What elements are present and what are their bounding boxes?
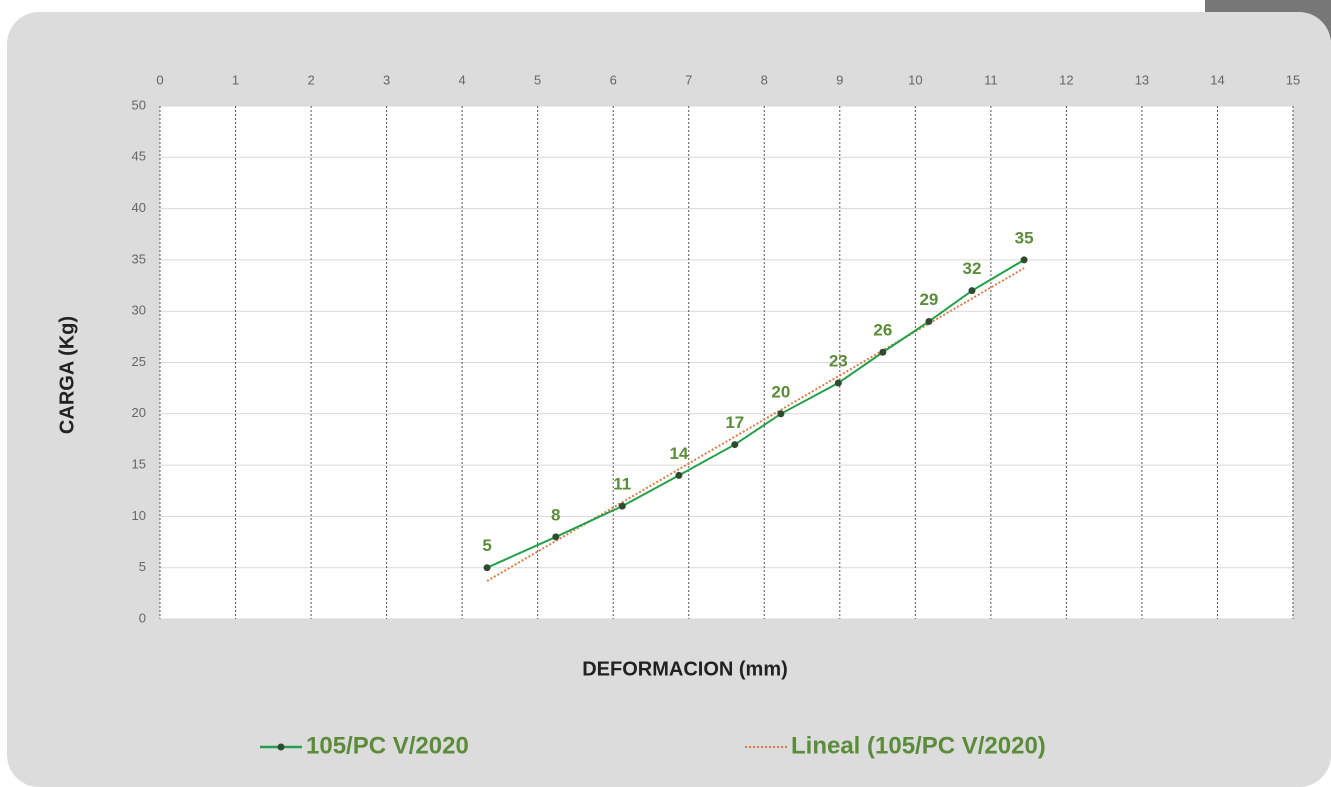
trend-line bbox=[486, 267, 1025, 582]
x-tick-label: 13 bbox=[1135, 72, 1149, 87]
y-tick-label: 30 bbox=[132, 303, 146, 318]
x-tick-label: 6 bbox=[610, 72, 617, 87]
data-point bbox=[925, 317, 933, 325]
data-label: 26 bbox=[873, 321, 892, 340]
legend-label: 105/PC V/2020 bbox=[306, 732, 469, 759]
x-axis-label: DEFORMACION (mm) bbox=[582, 658, 788, 680]
data-label: 20 bbox=[771, 382, 790, 401]
data-label: 29 bbox=[919, 290, 938, 309]
data-label: 23 bbox=[829, 352, 848, 371]
y-tick-label: 35 bbox=[132, 251, 146, 266]
data-label: 32 bbox=[963, 259, 982, 278]
x-tick-label: 15 bbox=[1286, 72, 1300, 87]
data-point bbox=[483, 564, 491, 572]
y-tick-label: 5 bbox=[139, 559, 146, 574]
data-point bbox=[777, 410, 785, 418]
data-point bbox=[834, 379, 842, 387]
legend-marker bbox=[277, 743, 285, 751]
y-tick-label: 45 bbox=[132, 149, 146, 164]
data-point bbox=[618, 502, 626, 510]
data-point bbox=[552, 533, 560, 541]
y-tick-label: 10 bbox=[132, 508, 146, 523]
y-tick-label: 40 bbox=[132, 200, 146, 215]
x-tick-label: 1 bbox=[232, 72, 239, 87]
y-tick-label: 25 bbox=[132, 354, 146, 369]
data-label: 35 bbox=[1015, 228, 1034, 247]
y-tick-label: 0 bbox=[139, 610, 146, 625]
x-tick-label: 5 bbox=[534, 72, 541, 87]
data-point bbox=[1020, 256, 1028, 264]
data-label: 11 bbox=[613, 475, 631, 494]
y-axis-label: CARGA (Kg) bbox=[56, 316, 78, 434]
x-tick-label: 8 bbox=[761, 72, 768, 87]
x-tick-label: 11 bbox=[984, 72, 998, 87]
x-tick-label: 0 bbox=[156, 72, 163, 87]
data-point bbox=[879, 348, 887, 356]
x-tick-label: 2 bbox=[307, 72, 314, 87]
data-point bbox=[731, 441, 739, 449]
x-tick-label: 10 bbox=[908, 72, 922, 87]
x-tick-label: 9 bbox=[836, 72, 843, 87]
data-label: 5 bbox=[482, 536, 491, 555]
y-tick-label: 50 bbox=[132, 97, 146, 112]
x-tick-label: 3 bbox=[383, 72, 390, 87]
x-tick-label: 14 bbox=[1210, 72, 1224, 87]
x-tick-label: 4 bbox=[459, 72, 466, 87]
data-label: 14 bbox=[669, 444, 688, 463]
x-tick-label: 7 bbox=[685, 72, 692, 87]
y-tick-label: 20 bbox=[132, 405, 146, 420]
data-point bbox=[968, 287, 976, 295]
y-tick-label: 15 bbox=[132, 457, 146, 472]
legend-label: Lineal (105/PC V/2020) bbox=[791, 732, 1046, 759]
data-label: 17 bbox=[725, 413, 744, 432]
data-label: 8 bbox=[551, 505, 560, 524]
data-point bbox=[675, 471, 683, 479]
x-tick-label: 12 bbox=[1059, 72, 1073, 87]
